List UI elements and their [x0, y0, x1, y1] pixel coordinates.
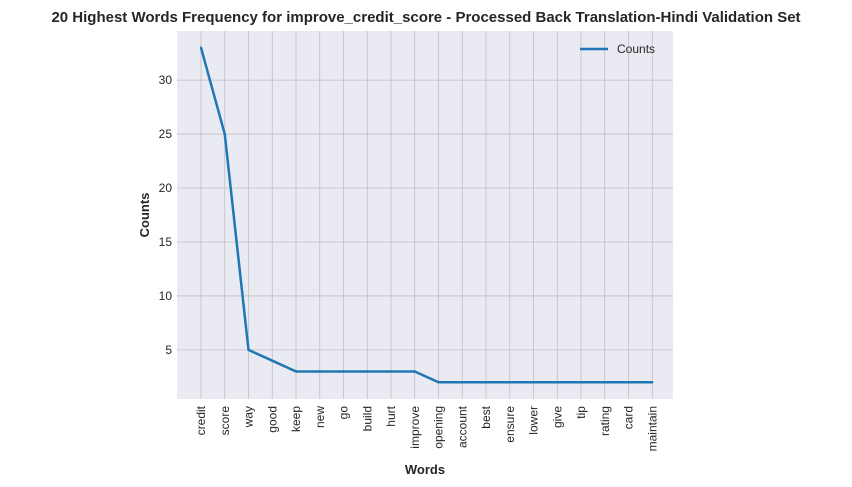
x-axis-label: Words	[405, 462, 445, 477]
data-point-best	[484, 381, 488, 384]
x-tick-label: card	[622, 406, 636, 429]
data-point-score	[223, 132, 226, 136]
x-tick-label: rating	[598, 406, 612, 436]
data-point-lower	[532, 381, 535, 384]
y-axis-ticks: 5 10 15 20 25 30	[159, 73, 173, 357]
x-tick-label: good	[265, 406, 279, 433]
x-tick-label: ensure	[503, 406, 517, 443]
y-tick-label: 5	[165, 343, 172, 357]
data-point-card	[627, 381, 630, 384]
data-point-credit	[199, 46, 203, 49]
x-tick-label: improve	[408, 406, 422, 449]
data-point-account	[461, 381, 464, 384]
x-tick-label: way	[242, 406, 256, 428]
data-point-opening	[437, 381, 440, 384]
grid-lines	[177, 31, 673, 399]
plot-area	[177, 31, 673, 399]
x-axis-ticks: credit score way good keep new go build hurt impr…	[194, 405, 659, 451]
x-tick-label: hurt	[384, 405, 398, 426]
x-tick-label: give	[550, 406, 564, 428]
data-point-rating	[603, 381, 606, 384]
x-tick-label: credit	[194, 405, 208, 435]
data-point-build	[366, 370, 369, 373]
chart-title: 20 Highest Words Frequency for improve_c…	[51, 9, 800, 26]
data-point-improve	[413, 370, 416, 373]
data-point-keep	[294, 370, 298, 373]
x-tick-label: go	[337, 406, 351, 420]
y-tick-label: 25	[159, 127, 173, 141]
y-tick-label: 30	[159, 73, 173, 87]
x-tick-label: tip	[574, 406, 588, 419]
data-point-tip	[579, 381, 583, 384]
x-tick-label: account	[455, 405, 469, 448]
series-line-counts	[199, 47, 653, 384]
data-point-hurt	[389, 370, 393, 373]
legend-label: Counts	[617, 42, 655, 56]
x-tick-label: maintain	[645, 406, 659, 451]
data-point-way	[247, 348, 250, 352]
legend: Counts	[580, 42, 655, 56]
data-point-give	[556, 381, 559, 384]
data-point-new	[318, 370, 321, 373]
y-tick-label: 10	[159, 289, 173, 303]
x-tick-label: opening	[432, 406, 446, 449]
data-point-ensure	[508, 381, 511, 384]
x-tick-label: keep	[289, 406, 303, 432]
data-point-maintain	[651, 381, 654, 384]
data-point-good	[271, 359, 274, 362]
y-axis-label: Counts	[137, 193, 152, 238]
x-tick-label: lower	[527, 406, 541, 435]
y-tick-label: 20	[159, 181, 173, 195]
data-points	[199, 46, 654, 384]
x-tick-label: build	[360, 406, 374, 431]
x-tick-label: new	[313, 406, 327, 428]
y-tick-label: 15	[159, 235, 173, 249]
x-tick-label: score	[218, 406, 232, 436]
data-point-go	[342, 370, 345, 373]
x-tick-label: best	[479, 405, 493, 428]
